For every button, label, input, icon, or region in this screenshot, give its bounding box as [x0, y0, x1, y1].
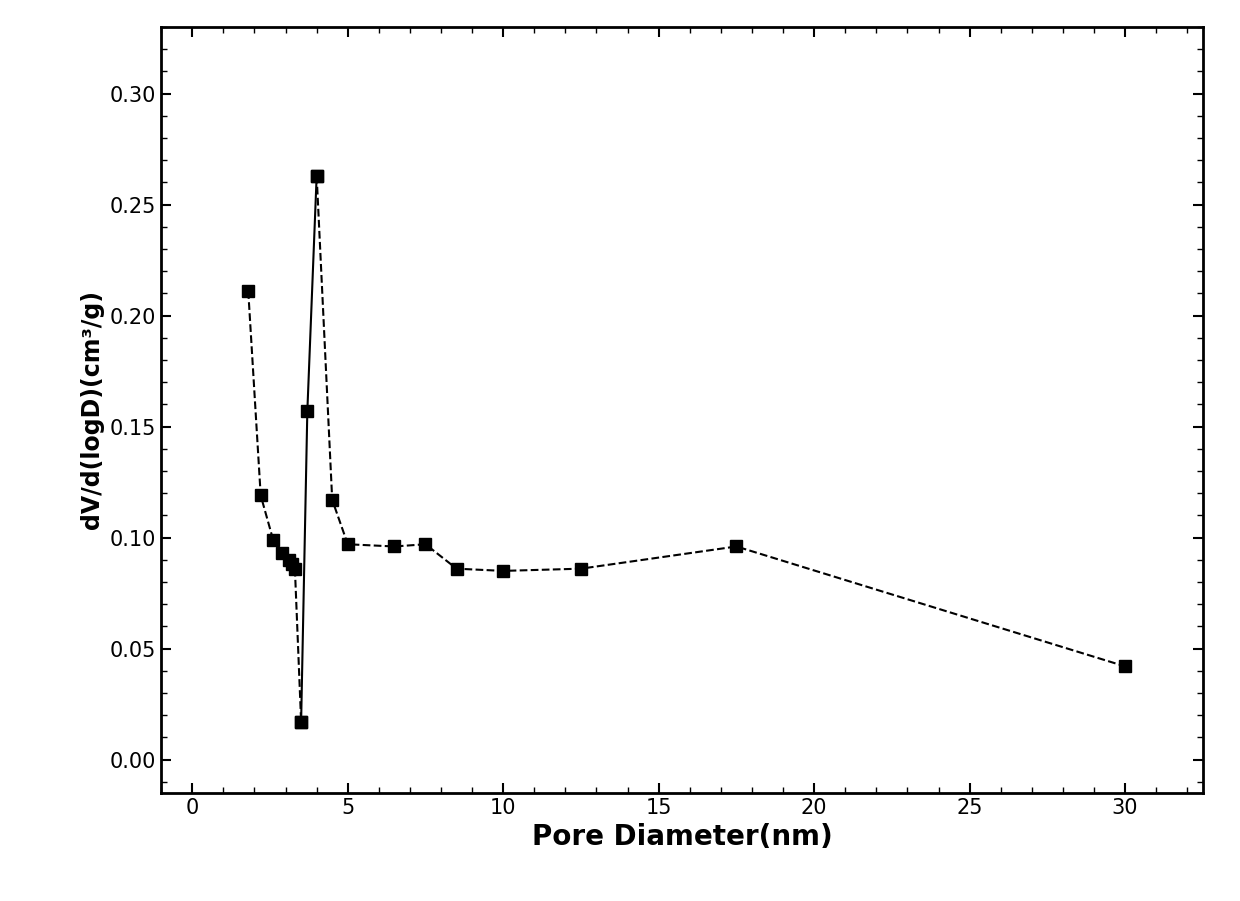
Y-axis label: dV/d(logD)(cm³/g): dV/d(logD)(cm³/g): [81, 290, 104, 530]
X-axis label: Pore Diameter(nm): Pore Diameter(nm): [532, 824, 832, 851]
